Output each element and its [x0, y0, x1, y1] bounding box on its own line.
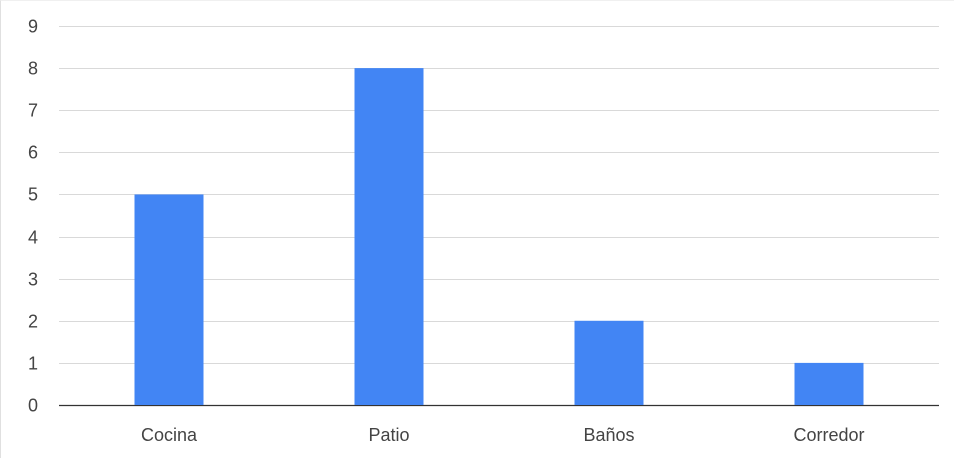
y-tick-label: 1 — [28, 354, 38, 374]
bar-corredor[interactable] — [794, 362, 864, 405]
y-tick-label: 9 — [28, 17, 38, 37]
y-tick-label: 0 — [28, 396, 38, 416]
bar-banos[interactable] — [574, 320, 644, 405]
y-tick-label: 4 — [28, 228, 38, 248]
y-tick-label: 6 — [28, 143, 38, 163]
y-tick-label: 3 — [28, 270, 38, 290]
bar-patio[interactable] — [354, 68, 424, 405]
x-tick-label: Cocina — [141, 425, 198, 445]
y-tick-label: 5 — [28, 185, 38, 205]
x-axis-tick-labels: Cocina Patio Baños Corredor — [141, 425, 865, 445]
x-tick-label: Corredor — [793, 425, 864, 445]
y-axis-tick-labels: 0 1 2 3 4 5 6 7 8 9 — [28, 17, 38, 416]
x-tick-label: Patio — [368, 425, 409, 445]
y-tick-label: 7 — [28, 101, 38, 121]
gridlines — [59, 26, 939, 407]
bar-cocina[interactable] — [134, 194, 204, 405]
x-tick-label: Baños — [583, 425, 634, 445]
y-tick-label: 8 — [28, 59, 38, 79]
y-tick-label: 2 — [28, 312, 38, 332]
bars — [134, 68, 864, 405]
